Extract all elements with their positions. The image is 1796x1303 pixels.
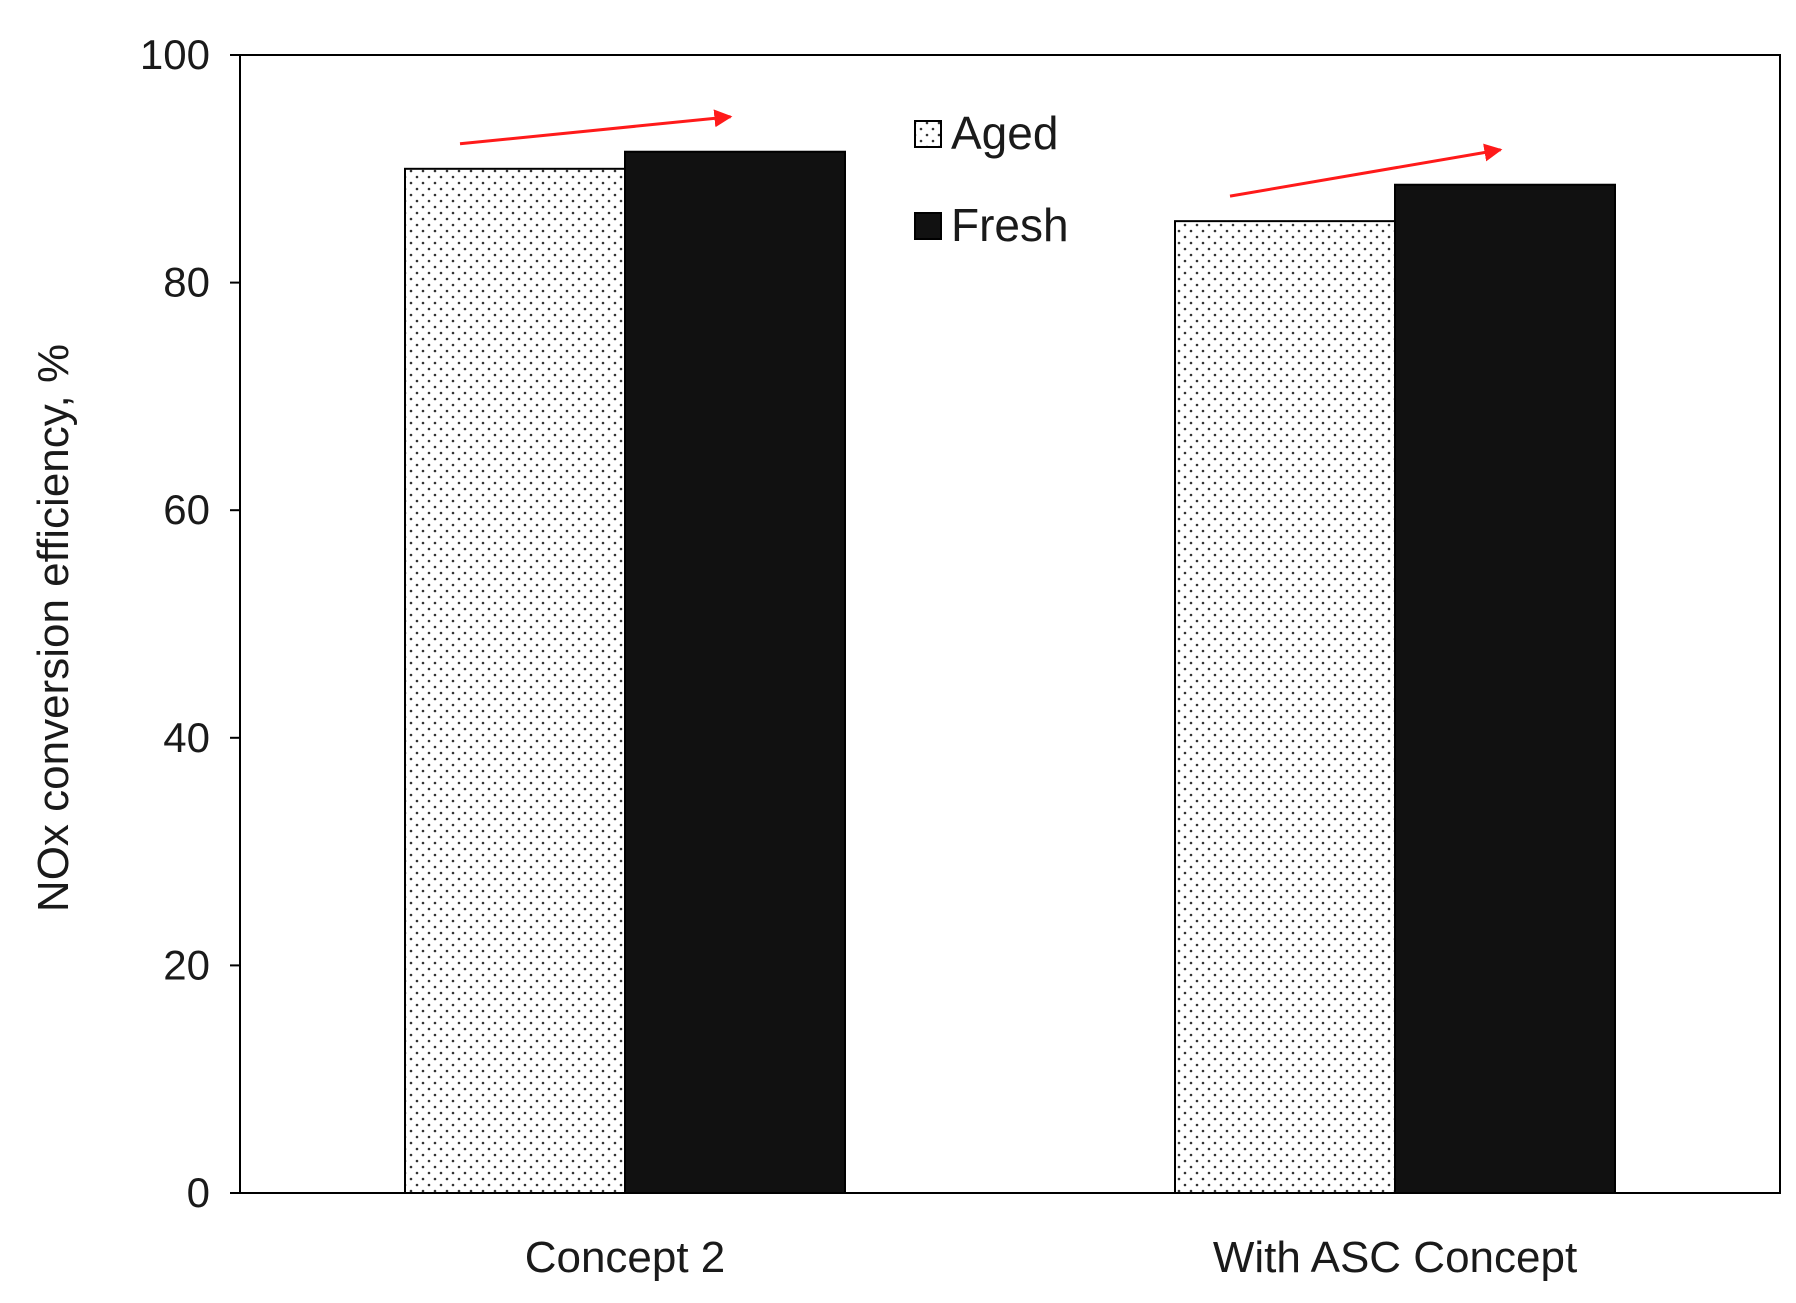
bar-aged-0 — [404, 167, 626, 1194]
bar-aged-1 — [1174, 220, 1396, 1194]
y-tick-label: 80 — [163, 259, 210, 306]
y-tick-label: 20 — [163, 941, 210, 988]
x-tick-label: With ASC Concept — [1213, 1233, 1577, 1282]
y-tick-label: 100 — [140, 31, 210, 78]
y-tick-label: 0 — [187, 1169, 210, 1216]
bar-fresh-1 — [1394, 183, 1616, 1194]
legend-label-aged: Aged — [951, 107, 1058, 159]
y-tick-label: 60 — [163, 486, 210, 533]
plot-frame — [239, 54, 1781, 1194]
bar-fresh-0 — [624, 150, 846, 1195]
legend-swatch-fresh — [914, 212, 942, 240]
increase-arrow-0 — [459, 109, 733, 146]
y-axis-label: NOx conversion efficiency, % — [29, 344, 78, 912]
x-tick-label: Concept 2 — [525, 1233, 726, 1282]
legend-swatch-aged — [914, 120, 942, 148]
legend-label-fresh: Fresh — [951, 199, 1069, 251]
increase-arrow-1 — [1229, 143, 1503, 198]
y-tick-label: 40 — [163, 714, 210, 761]
